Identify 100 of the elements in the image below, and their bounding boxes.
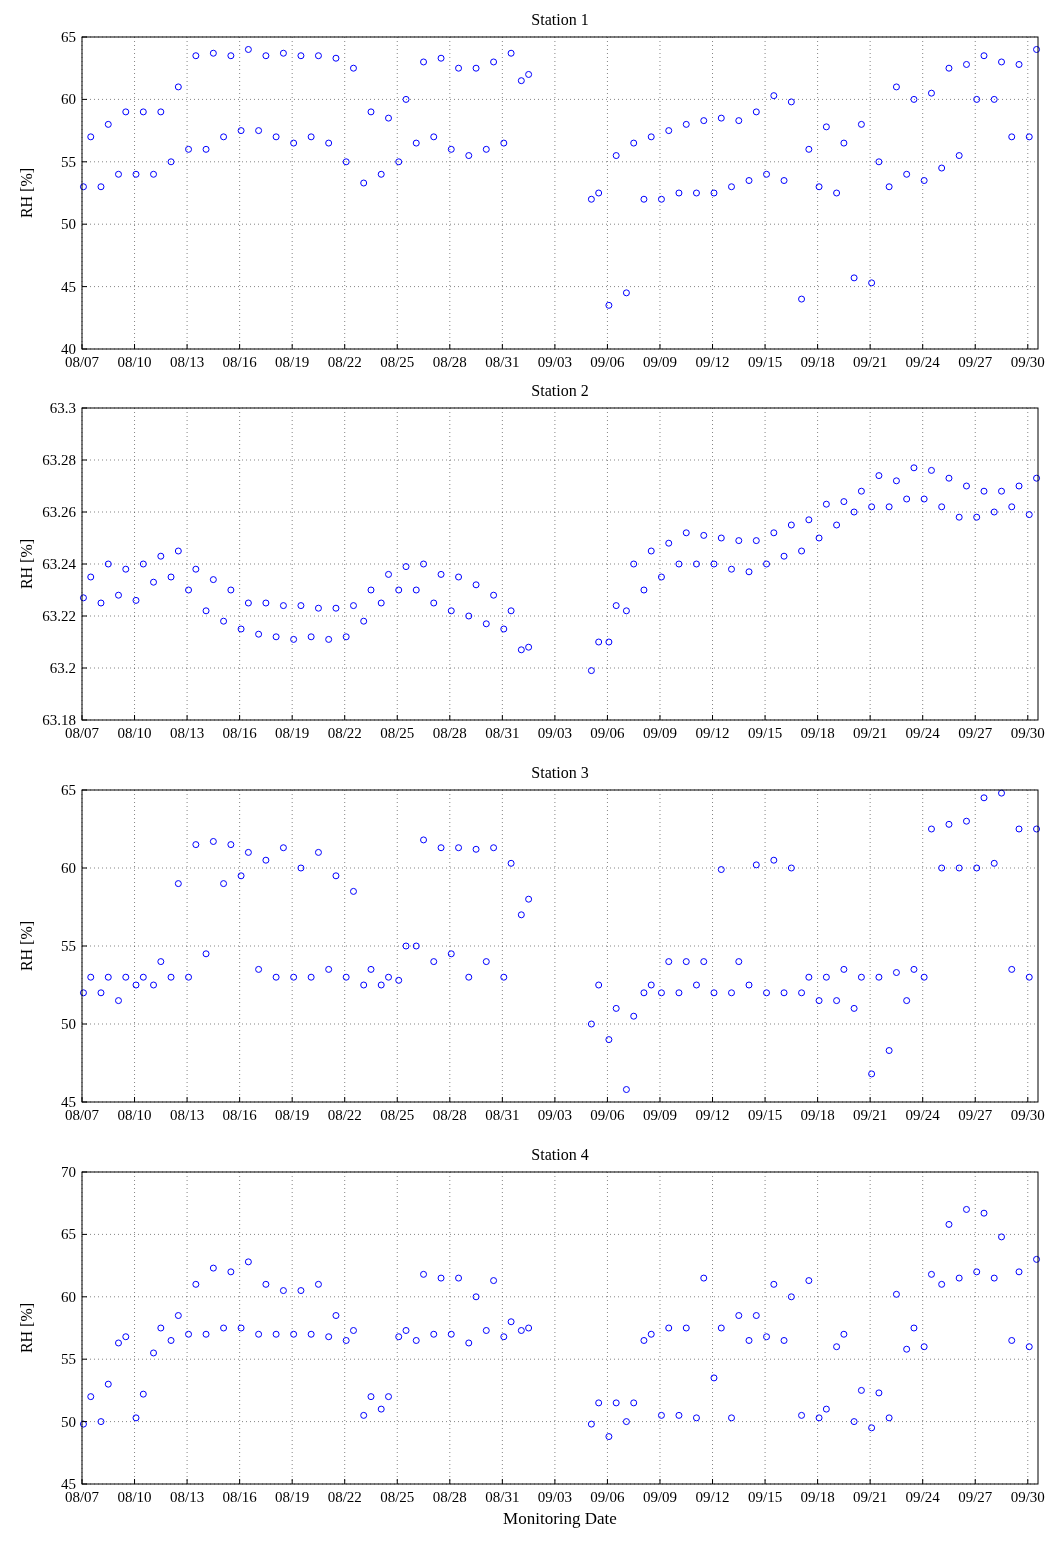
x-tick-label: 09/15 — [747, 1107, 783, 1123]
x-tick-label: 08/28 — [432, 725, 467, 741]
y-tick-label: 55 — [61, 1351, 76, 1368]
x-tick-label: 09/30 — [1010, 1489, 1045, 1505]
x-tick-label: 08/13 — [170, 725, 205, 741]
chart-title: Station 1 — [531, 11, 589, 28]
x-tick-label: 08/10 — [117, 354, 152, 370]
y-tick-label: 50 — [61, 1016, 76, 1032]
x-tick-label: 08/10 — [117, 725, 152, 741]
x-tick-label: 08/13 — [170, 1107, 205, 1123]
x-tick-label: 09/21 — [853, 354, 888, 370]
x-tick-label: 09/18 — [800, 1107, 835, 1123]
y-tick-label: 63.3 — [49, 400, 76, 416]
x-tick-label: 09/09 — [642, 1107, 678, 1123]
x-tick-label: 09/03 — [537, 354, 572, 370]
x-tick-label: 09/09 — [642, 725, 678, 741]
x-tick-label: 08/22 — [327, 1489, 362, 1505]
x-tick-label: 09/03 — [537, 1107, 572, 1123]
y-tick-label: 63.2 — [49, 660, 76, 676]
x-tick-label: 08/28 — [432, 354, 467, 370]
y-axis-title: RH [%] — [18, 167, 35, 219]
x-tick-label: 08/19 — [275, 725, 310, 741]
x-tick-label: 08/31 — [485, 1489, 520, 1505]
x-tick-label: 08/25 — [380, 725, 415, 741]
x-tick-label: 08/31 — [485, 354, 520, 370]
y-tick-label: 70 — [61, 1164, 76, 1180]
x-tick-label: 09/12 — [695, 1489, 730, 1505]
x-tick-label: 09/15 — [747, 354, 783, 370]
y-tick-label: 60 — [61, 91, 76, 108]
x-tick-label: 08/22 — [327, 725, 362, 741]
x-tick-label: 09/03 — [537, 1489, 572, 1505]
x-tick-label: 09/06 — [590, 725, 626, 741]
x-tick-label: 09/21 — [853, 1107, 888, 1123]
y-tick-label: 50 — [61, 1413, 76, 1430]
y-tick-label: 65 — [61, 1226, 76, 1243]
x-tick-label: 09/30 — [1010, 725, 1045, 741]
x-tick-label: 08/19 — [275, 354, 310, 370]
x-tick-label: 08/25 — [380, 1489, 415, 1505]
y-tick-label: 60 — [61, 860, 76, 876]
x-tick-label: 08/19 — [275, 1489, 310, 1505]
x-tick-label: 09/24 — [905, 1107, 941, 1123]
x-tick-label: 09/06 — [590, 1489, 626, 1505]
chart-title: Station 3 — [531, 764, 589, 781]
y-tick-label: 45 — [61, 1094, 76, 1110]
y-tick-label: 63.26 — [42, 504, 77, 520]
y-tick-label: 55 — [61, 938, 76, 954]
x-tick-label: 09/18 — [800, 725, 835, 741]
x-tick-label: 09/27 — [958, 725, 993, 741]
x-axis-title: Monitoring Date — [503, 1509, 617, 1528]
y-axis-title: RH [%] — [18, 920, 35, 972]
x-tick-label: 09/12 — [695, 725, 730, 741]
x-tick-label: 09/15 — [747, 1489, 783, 1505]
x-tick-label: 08/25 — [380, 354, 415, 370]
y-tick-label: 55 — [61, 153, 76, 170]
x-tick-label: 09/09 — [642, 354, 678, 370]
x-tick-label: 08/07 — [64, 725, 100, 741]
x-tick-label: 08/22 — [327, 1107, 362, 1123]
chart-title: Station 2 — [531, 382, 589, 399]
x-tick-label: 09/03 — [537, 725, 572, 741]
x-tick-label: 08/16 — [222, 354, 258, 370]
y-tick-label: 63.24 — [42, 556, 77, 572]
x-tick-label: 09/24 — [905, 1489, 941, 1505]
x-tick-label: 08/28 — [432, 1489, 467, 1505]
x-tick-label: 09/21 — [853, 1489, 888, 1505]
x-tick-label: 08/10 — [117, 1107, 152, 1123]
x-tick-label: 08/16 — [222, 1489, 258, 1505]
x-tick-label: 08/13 — [170, 1489, 205, 1505]
y-tick-label: 45 — [61, 278, 76, 295]
x-tick-label: 09/24 — [905, 725, 941, 741]
x-tick-label: 08/10 — [117, 1489, 152, 1505]
x-tick-label: 09/18 — [800, 1489, 835, 1505]
x-tick-label: 09/27 — [958, 1107, 993, 1123]
y-axis-title: RH [%] — [18, 538, 35, 590]
x-tick-label: 09/15 — [747, 725, 783, 741]
x-tick-label: 09/21 — [853, 725, 888, 741]
y-tick-label: 45 — [61, 1476, 76, 1492]
x-tick-label: 08/16 — [222, 725, 258, 741]
x-tick-label: 08/28 — [432, 1107, 467, 1123]
y-tick-label: 63.18 — [42, 712, 76, 728]
x-tick-label: 09/24 — [905, 354, 941, 370]
y-tick-label: 40 — [61, 341, 76, 357]
y-tick-label: 65 — [61, 782, 76, 798]
x-tick-label: 09/30 — [1010, 1107, 1045, 1123]
x-tick-label: 08/13 — [170, 354, 205, 370]
y-tick-label: 63.28 — [42, 452, 76, 468]
y-tick-label: 60 — [61, 1288, 76, 1305]
x-tick-label: 08/16 — [222, 1107, 258, 1123]
y-axis-title: RH [%] — [18, 1302, 35, 1354]
x-tick-label: 08/07 — [64, 354, 100, 370]
x-tick-label: 09/12 — [695, 1107, 730, 1123]
x-tick-label: 09/30 — [1010, 354, 1045, 370]
y-tick-label: 65 — [61, 29, 76, 45]
y-tick-label: 50 — [61, 216, 76, 233]
x-tick-label: 09/18 — [800, 354, 835, 370]
x-tick-label: 09/27 — [958, 1489, 993, 1505]
x-tick-label: 08/31 — [485, 725, 520, 741]
x-tick-label: 09/12 — [695, 354, 730, 370]
x-tick-label: 08/25 — [380, 1107, 415, 1123]
x-tick-label: 08/31 — [485, 1107, 520, 1123]
x-tick-label: 09/27 — [958, 354, 993, 370]
